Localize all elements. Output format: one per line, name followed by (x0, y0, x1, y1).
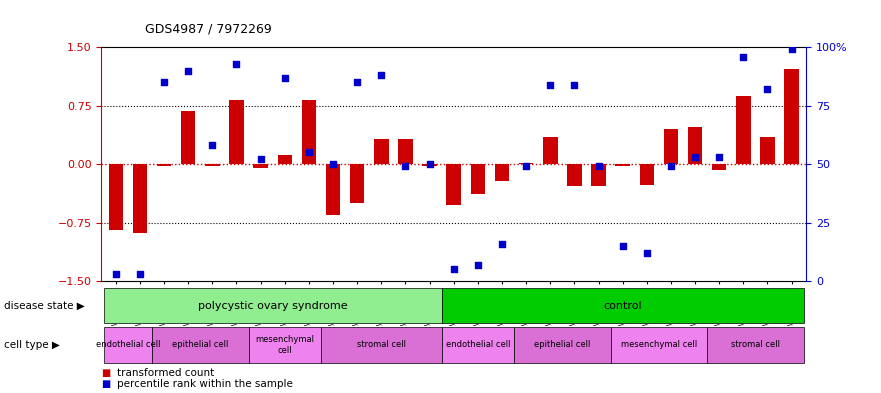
Text: mesenchymal
cell: mesenchymal cell (255, 335, 315, 354)
Bar (248, 327, 321, 363)
Text: mesenchymal cell: mesenchymal cell (621, 340, 697, 349)
Bar (181, 111, 196, 164)
Bar (519, 163, 533, 164)
Bar (441, 327, 514, 363)
Point (567, 81, 581, 88)
Text: disease state ▶: disease state ▶ (4, 301, 85, 310)
Bar (663, 129, 678, 164)
Text: ■: ■ (101, 367, 110, 378)
Bar (254, 164, 268, 168)
Point (133, 271, 147, 277)
Point (229, 61, 243, 67)
Bar (321, 327, 441, 363)
Text: ■: ■ (101, 379, 110, 389)
Bar (104, 327, 152, 363)
Bar (470, 164, 485, 194)
Bar (760, 137, 774, 164)
Point (785, 46, 799, 53)
Bar (640, 164, 654, 185)
Bar (374, 139, 389, 164)
Bar (688, 127, 702, 164)
Bar (737, 96, 751, 164)
Bar (707, 327, 803, 363)
Point (616, 243, 630, 249)
Bar (784, 69, 799, 164)
Point (688, 154, 702, 160)
Text: cell type ▶: cell type ▶ (4, 340, 60, 350)
Point (205, 142, 219, 149)
Bar (543, 137, 558, 164)
Bar (712, 164, 727, 169)
Bar (441, 288, 803, 323)
Text: epithelial cell: epithelial cell (172, 340, 228, 349)
Bar (350, 164, 365, 203)
Bar (152, 327, 248, 363)
Bar (514, 327, 611, 363)
Point (640, 250, 654, 256)
Bar (229, 100, 244, 164)
Bar (108, 164, 123, 230)
Bar (133, 164, 147, 233)
Point (737, 53, 751, 60)
Text: control: control (603, 301, 642, 310)
Bar (591, 164, 606, 186)
Point (350, 79, 364, 85)
Text: endothelial cell: endothelial cell (446, 340, 510, 349)
Point (302, 149, 316, 156)
Point (157, 79, 171, 85)
Point (447, 266, 461, 272)
Bar (301, 100, 316, 164)
Bar (447, 164, 461, 205)
Point (591, 163, 605, 169)
Text: stromal cell: stromal cell (357, 340, 406, 349)
Point (108, 271, 122, 277)
Bar (278, 155, 292, 164)
Point (181, 67, 196, 73)
Bar (495, 164, 509, 181)
Point (544, 81, 558, 88)
Bar (616, 164, 630, 165)
Point (712, 154, 726, 160)
Bar (611, 327, 707, 363)
Text: epithelial cell: epithelial cell (534, 340, 590, 349)
Text: polycystic ovary syndrome: polycystic ovary syndrome (198, 301, 347, 310)
Point (278, 74, 292, 81)
Point (374, 72, 389, 78)
Point (519, 163, 533, 169)
Text: endothelial cell: endothelial cell (96, 340, 160, 349)
Text: percentile rank within the sample: percentile rank within the sample (117, 379, 293, 389)
Bar (157, 164, 171, 165)
Point (254, 156, 268, 163)
Text: stromal cell: stromal cell (731, 340, 780, 349)
Point (470, 261, 485, 268)
Point (398, 163, 412, 169)
Bar (398, 139, 412, 164)
Bar (104, 288, 441, 323)
Bar (567, 164, 581, 186)
Text: GDS4987 / 7972269: GDS4987 / 7972269 (145, 22, 272, 35)
Text: transformed count: transformed count (117, 367, 214, 378)
Point (760, 86, 774, 92)
Bar (326, 164, 340, 215)
Bar (205, 164, 219, 166)
Point (495, 241, 509, 247)
Point (423, 161, 437, 167)
Point (664, 163, 678, 169)
Bar (422, 164, 437, 165)
Point (326, 161, 340, 167)
